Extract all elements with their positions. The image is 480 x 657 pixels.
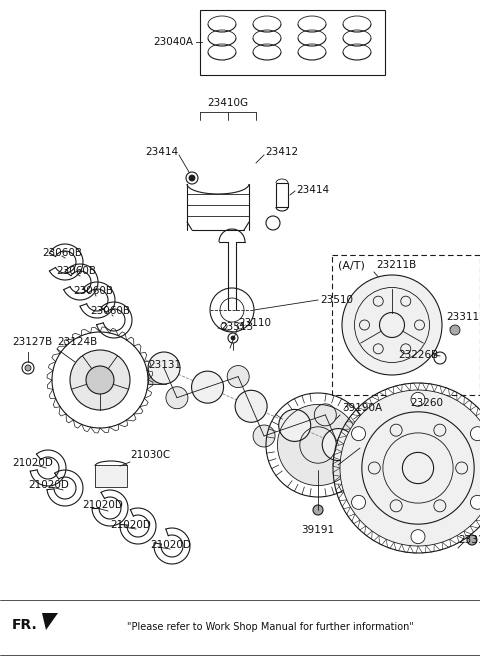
Text: 23311B: 23311B: [458, 535, 480, 545]
Text: 23410G: 23410G: [207, 98, 249, 108]
Bar: [200, 10, 385, 75]
Text: (A/T): (A/T): [338, 261, 365, 271]
Circle shape: [411, 530, 425, 543]
Circle shape: [227, 365, 249, 388]
Circle shape: [189, 175, 195, 181]
Circle shape: [277, 405, 359, 486]
Text: 23510: 23510: [320, 295, 353, 305]
Circle shape: [351, 495, 366, 509]
Text: 21020D: 21020D: [150, 540, 191, 550]
Circle shape: [253, 425, 275, 447]
Circle shape: [86, 366, 114, 394]
Circle shape: [314, 404, 336, 426]
Text: 23513: 23513: [220, 322, 253, 332]
Text: 21020D: 21020D: [110, 520, 151, 530]
Circle shape: [470, 495, 480, 509]
Bar: [276, 183, 288, 207]
Circle shape: [166, 387, 188, 409]
Text: 39190A: 39190A: [342, 403, 382, 413]
Circle shape: [192, 371, 224, 403]
Text: 23124B: 23124B: [57, 337, 97, 347]
Text: 23110: 23110: [238, 318, 271, 328]
Polygon shape: [42, 613, 58, 630]
Text: 23060B: 23060B: [90, 306, 130, 316]
Text: 23211B: 23211B: [376, 260, 416, 270]
Text: 23060B: 23060B: [73, 286, 113, 296]
Text: 23260: 23260: [410, 398, 443, 408]
Text: 23060B: 23060B: [56, 266, 96, 276]
Circle shape: [351, 426, 366, 441]
Circle shape: [148, 352, 180, 384]
Text: 23412: 23412: [265, 147, 298, 157]
Circle shape: [70, 350, 130, 410]
Text: 21020D: 21020D: [28, 480, 69, 490]
Text: 23131: 23131: [148, 360, 181, 370]
Text: 21020D: 21020D: [82, 500, 123, 510]
Bar: [332, 255, 480, 395]
Text: 23311B: 23311B: [446, 312, 480, 322]
Circle shape: [342, 275, 442, 375]
Circle shape: [450, 325, 460, 335]
Circle shape: [467, 535, 477, 545]
Text: 23060B: 23060B: [42, 248, 82, 258]
Text: 23127B: 23127B: [12, 337, 52, 347]
Circle shape: [313, 505, 323, 515]
Circle shape: [235, 390, 267, 422]
Circle shape: [411, 392, 425, 407]
Circle shape: [279, 409, 311, 442]
Text: 21020D: 21020D: [12, 458, 53, 468]
Text: FR.: FR.: [12, 618, 38, 632]
Text: 21030C: 21030C: [130, 450, 170, 460]
Bar: [95, 465, 127, 487]
Text: 23226B: 23226B: [398, 350, 438, 360]
Text: 23414: 23414: [145, 147, 178, 157]
Text: 23414: 23414: [296, 185, 329, 195]
Circle shape: [340, 390, 480, 546]
Text: "Please refer to Work Shop Manual for further information": "Please refer to Work Shop Manual for fu…: [127, 622, 413, 632]
Circle shape: [470, 426, 480, 441]
Text: 39191: 39191: [301, 525, 335, 535]
Circle shape: [231, 336, 235, 340]
Circle shape: [25, 365, 31, 371]
Text: 23040A: 23040A: [153, 37, 193, 47]
Bar: [148, 374, 166, 384]
Circle shape: [322, 428, 354, 461]
